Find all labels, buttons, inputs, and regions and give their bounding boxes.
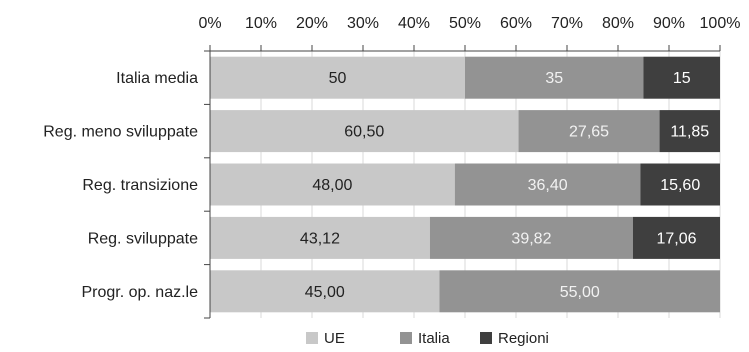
data-label: 48,00 xyxy=(312,177,352,194)
bar-segment xyxy=(643,56,720,99)
bar-segment xyxy=(632,216,720,259)
bars-layer: 50 35 15 60,50 27,65 11,85 48,00 36,40 15,60 43,1… xyxy=(210,56,720,313)
x-tick-label: 40% xyxy=(398,15,430,32)
legend-label: Regioni xyxy=(498,330,549,347)
x-tick-label: 60% xyxy=(500,15,532,32)
x-tick-label: 20% xyxy=(296,15,328,32)
bar-segment xyxy=(640,163,720,206)
x-tick-label: 70% xyxy=(551,15,583,32)
axis-layer: 0% 10% 20% 30% 40% 50% 60% 70% 80% 90% 100% Italia … xyxy=(43,15,741,319)
data-label: 35 xyxy=(545,70,563,87)
category-label: Italia media xyxy=(116,70,198,87)
x-tick-label: 100% xyxy=(700,15,741,32)
legend-swatch xyxy=(400,332,412,344)
data-label: 43,12 xyxy=(300,230,340,247)
legend: UE Italia Regioni xyxy=(306,330,549,347)
legend-swatch xyxy=(306,332,318,344)
data-label: 50 xyxy=(329,70,347,87)
bar-segment xyxy=(454,163,641,206)
x-tick-label: 10% xyxy=(245,15,277,32)
data-label: 36,40 xyxy=(528,177,568,194)
data-label: 45,00 xyxy=(305,284,345,301)
data-label: 11,85 xyxy=(670,124,709,141)
data-label: 39,82 xyxy=(511,230,551,247)
bar-segment xyxy=(210,216,430,259)
data-label: 55,00 xyxy=(560,284,600,301)
bar-segment xyxy=(210,110,519,153)
bar-segment xyxy=(465,56,644,99)
category-label: Reg. meno sviluppate xyxy=(43,124,198,141)
legend-swatch xyxy=(480,332,492,344)
category-label: Reg. transizione xyxy=(82,177,198,194)
x-tick-label: 30% xyxy=(347,15,379,32)
category-label: Reg. sviluppate xyxy=(88,230,198,247)
data-label: 15,60 xyxy=(660,177,700,194)
bar-segment xyxy=(439,270,720,313)
data-label: 60,50 xyxy=(344,124,384,141)
x-tick-label: 80% xyxy=(602,15,634,32)
bar-segment xyxy=(518,110,660,153)
bar-segment xyxy=(429,216,633,259)
category-label: Progr. op. naz.le xyxy=(81,284,198,301)
x-tick-label: 0% xyxy=(198,15,221,32)
x-tick-label: 50% xyxy=(449,15,481,32)
legend-label: Italia xyxy=(418,330,450,347)
bar-segment xyxy=(210,56,465,99)
bar-segment xyxy=(659,110,720,153)
x-tick-label: 90% xyxy=(653,15,685,32)
legend-label: UE xyxy=(324,330,345,347)
data-label: 15 xyxy=(673,70,691,87)
bar-segment xyxy=(210,163,455,206)
data-label: 17,06 xyxy=(656,230,696,247)
bar-segment xyxy=(210,270,440,313)
data-label: 27,65 xyxy=(569,124,609,141)
